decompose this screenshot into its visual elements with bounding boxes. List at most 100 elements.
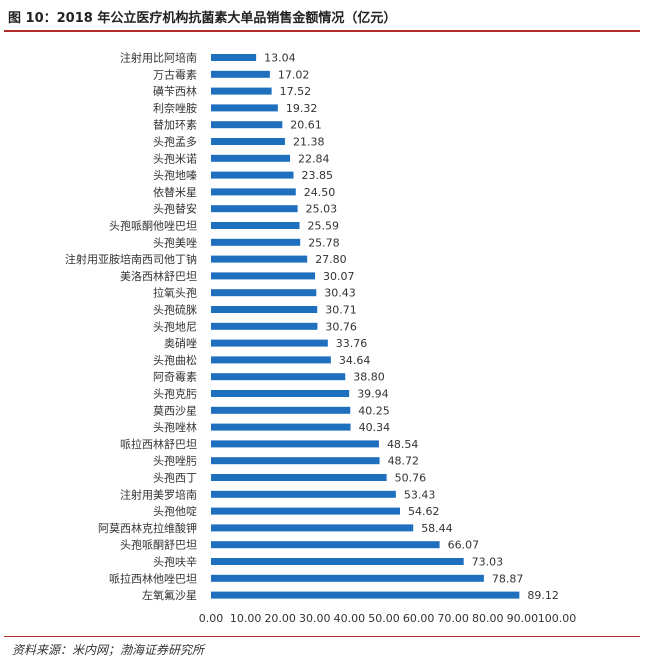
value-label: 73.03 [472, 556, 504, 569]
bar [211, 238, 301, 246]
x-tick-label: 60.00 [403, 612, 435, 625]
title-rule [4, 30, 640, 32]
category-label: 头孢唑林 [153, 420, 197, 434]
category-label: 万古霉素 [153, 68, 197, 81]
x-axis-ticks: 0.00 10.00 20.00 30.00 40.00 50.00 60.00 70.00 8… [199, 612, 577, 625]
category-label: 头孢他啶 [153, 504, 197, 518]
bar [211, 440, 379, 448]
bar [211, 138, 285, 145]
category-label: 头孢硫脒 [153, 303, 197, 317]
value-label: 40.25 [358, 404, 390, 417]
value-label: 21.38 [293, 136, 325, 149]
bar [211, 154, 291, 162]
bar [211, 474, 387, 481]
value-label: 27.80 [315, 253, 347, 266]
bar [211, 322, 318, 330]
category-label: 拉氧头孢 [153, 286, 197, 300]
value-label: 20.61 [290, 119, 322, 132]
value-label: 23.85 [302, 169, 334, 182]
value-label: 30.07 [323, 270, 355, 283]
value-label: 58.44 [421, 522, 453, 535]
category-label: 注射用美罗培南 [120, 487, 197, 501]
value-label: 25.78 [308, 236, 340, 249]
value-label: 24.50 [304, 186, 336, 199]
bar [211, 390, 350, 397]
category-label: 头孢呋辛 [153, 555, 197, 569]
category-label: 头孢地尼 [153, 320, 197, 333]
category-label: 阿莫西林克拉维酸钾 [98, 521, 197, 535]
value-label: 78.87 [492, 572, 524, 585]
category-label: 头孢替安 [153, 202, 197, 216]
bar [211, 406, 351, 414]
value-label: 50.76 [395, 472, 427, 485]
value-label: 39.94 [357, 388, 389, 401]
bar [211, 54, 257, 61]
bar [211, 591, 520, 599]
category-label: 头孢哌酮舒巴坦 [120, 538, 197, 552]
category-label: 头孢孟多 [153, 135, 197, 149]
category-label: 头孢米诺 [153, 152, 197, 165]
x-tick-label: 70.00 [437, 612, 469, 625]
bar [211, 306, 318, 313]
value-label: 38.80 [353, 371, 385, 384]
category-label: 头孢唑肟 [153, 455, 197, 468]
value-label: 30.71 [325, 304, 357, 317]
bar [211, 558, 464, 565]
bar [211, 423, 351, 431]
value-label: 53.43 [404, 488, 436, 501]
bar [211, 222, 300, 229]
bar [211, 87, 272, 95]
value-label: 17.02 [278, 68, 310, 81]
bar [211, 272, 316, 280]
bar [211, 373, 346, 381]
bar [211, 507, 400, 515]
x-tick-label: 20.00 [264, 612, 296, 625]
value-label: 33.76 [336, 337, 368, 350]
category-label: 头孢哌酮他唑巴坦 [109, 219, 197, 233]
category-label: 头孢曲松 [153, 353, 197, 367]
bar [211, 188, 296, 196]
category-label: 奥硝唑 [164, 336, 197, 350]
value-label: 48.72 [388, 455, 420, 468]
bar [211, 457, 380, 465]
category-label: 莫西沙星 [153, 404, 197, 417]
category-label: 左氧氟沙星 [142, 588, 197, 602]
bars [211, 54, 520, 599]
category-label: 磺苄西林 [153, 84, 197, 98]
value-label: 34.64 [339, 354, 371, 367]
x-tick-label: 30.00 [299, 612, 331, 625]
source-note: 资料来源：米内网；渤海证券研究所 [12, 643, 205, 657]
category-label: 替加环素 [153, 118, 197, 132]
value-label: 17.52 [280, 85, 312, 98]
bar [211, 356, 331, 364]
value-label: 48.54 [387, 438, 419, 451]
value-label: 89.12 [527, 589, 559, 602]
value-label: 54.62 [408, 505, 440, 518]
category-label: 利奈唑胺 [153, 101, 197, 115]
value-label: 22.84 [298, 152, 330, 165]
bar [211, 339, 328, 347]
x-tick-label: 10.00 [230, 612, 262, 625]
category-labels: 注射用比阿培南万古霉素磺苄西林利奈唑胺替加环素头孢孟多头孢米诺头孢地嗪依替米星头… [65, 51, 197, 603]
category-label: 头孢西丁 [153, 472, 197, 485]
category-label: 头孢美唑 [153, 236, 197, 249]
bar [211, 121, 283, 129]
bar [211, 289, 317, 297]
x-tick-label: 90.00 [507, 612, 539, 625]
bar [211, 104, 278, 112]
bar [211, 524, 414, 532]
x-tick-label: 50.00 [368, 612, 400, 625]
bar [211, 255, 308, 263]
value-label: 40.34 [359, 421, 391, 434]
category-label: 头孢克肟 [153, 388, 197, 401]
category-label: 阿奇霉素 [153, 371, 197, 384]
bar [211, 171, 294, 179]
value-label: 19.32 [286, 102, 318, 115]
bar [211, 541, 440, 549]
category-label: 注射用比阿培南 [120, 51, 197, 65]
category-label: 美洛西林舒巴坦 [120, 269, 197, 283]
value-label: 30.43 [324, 287, 356, 300]
x-tick-label: 100.00 [538, 612, 577, 625]
category-label: 头孢地嗪 [153, 169, 197, 182]
